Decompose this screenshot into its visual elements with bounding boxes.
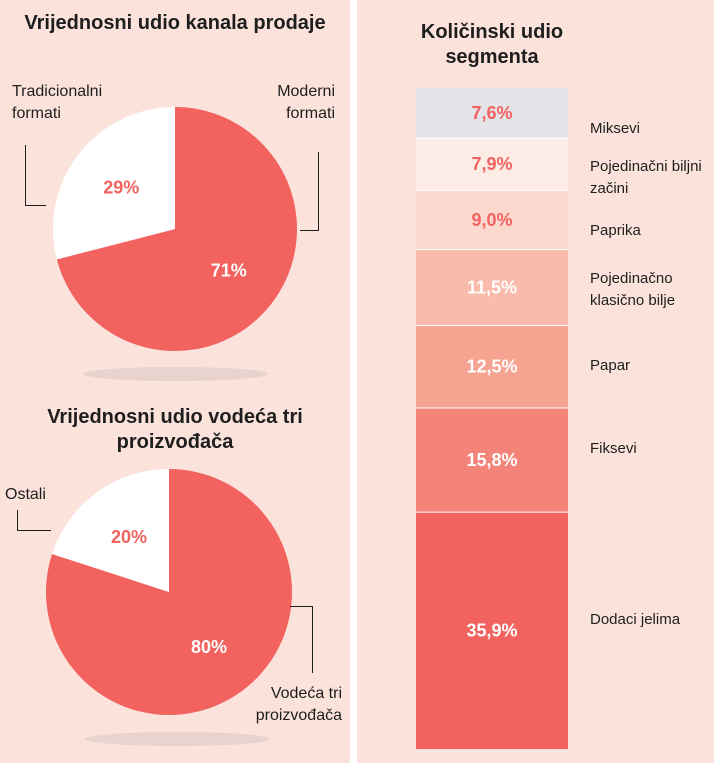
bar-segment-2 bbox=[416, 190, 568, 250]
bar-value-label-1: 7,9% bbox=[471, 154, 512, 174]
bar-value-label-3: 11,5% bbox=[467, 278, 517, 298]
pie2-label-vodeca: Vodeća tri proizvođača bbox=[255, 685, 342, 724]
segment-label-5: Fiksevi bbox=[590, 439, 637, 457]
bar-value-label-6: 35,9% bbox=[466, 621, 517, 641]
pie2-shadow bbox=[85, 732, 270, 746]
bar-value-label-0: 7,6% bbox=[471, 103, 512, 123]
pie2-leader-left bbox=[17, 510, 51, 531]
bar-segment-3 bbox=[416, 249, 568, 326]
pie1-label-tradicionalni: Tradicionalni formati bbox=[12, 83, 103, 122]
segment-label-1: Pojedinačni biljni začini bbox=[590, 158, 702, 198]
pie2-value-label-1: 20% bbox=[111, 527, 147, 547]
segment-label-2: Paprika bbox=[590, 222, 641, 240]
pie2-slice-1 bbox=[52, 469, 169, 592]
pie2-label-ostali: Ostali bbox=[5, 486, 46, 503]
bar-value-label-5: 15,8% bbox=[466, 450, 517, 470]
segment-label-6: Dodaci jelima bbox=[590, 610, 681, 628]
pie1-title: Vrijednosni udio kanala prodaje bbox=[24, 12, 326, 34]
left-panel: Vrijednosni udio kanala prodaje 71% 29% T… bbox=[0, 0, 350, 763]
pie1-label-moderni: Moderni formati bbox=[277, 83, 335, 122]
pie1-leader-left bbox=[25, 145, 46, 206]
pie2-chart: 80% 20% bbox=[45, 469, 292, 715]
bar-segment-1 bbox=[416, 138, 568, 191]
bar-value-label-2: 9,0% bbox=[471, 210, 512, 230]
pie1-slice-0 bbox=[56, 107, 298, 351]
pie2-leader-right bbox=[290, 606, 313, 673]
pie2-value-label-0: 80% bbox=[191, 637, 227, 657]
bar-segment-0 bbox=[416, 88, 568, 139]
pie1-chart: 71% 29% bbox=[52, 107, 298, 351]
pie2-title: Vrijednosni udio vodeća tri proizvođača bbox=[47, 406, 303, 453]
bar-value-label-4: 12,5% bbox=[466, 357, 517, 377]
bar-title: Količinski udio segmenta bbox=[420, 21, 564, 68]
pie1-leader-right bbox=[300, 152, 319, 231]
pie1-slice-1 bbox=[52, 107, 175, 260]
segment-label-4: Papar bbox=[590, 357, 631, 375]
segment-label-3: Pojedinačno klasično bilje bbox=[590, 269, 676, 309]
pie1-value-label-0: 71% bbox=[211, 261, 247, 281]
pie1-value-label-1: 29% bbox=[103, 177, 139, 197]
segment-label-0: Miksevi bbox=[590, 120, 641, 137]
bar-segment-6 bbox=[416, 512, 568, 749]
pie1-shadow bbox=[83, 367, 268, 381]
bar-segment-4 bbox=[416, 325, 568, 408]
bar-segment-5 bbox=[416, 407, 568, 513]
